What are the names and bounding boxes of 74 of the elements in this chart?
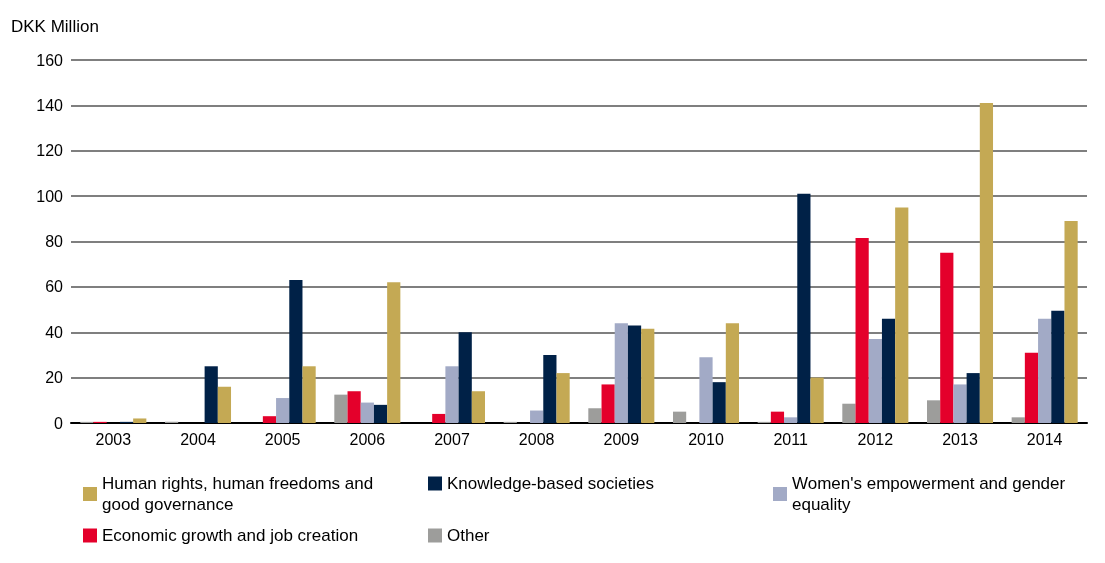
bar	[627, 325, 642, 423]
bar	[842, 403, 856, 423]
legend-label: Knowledge-based societies	[447, 474, 654, 493]
bar	[458, 332, 472, 423]
bar	[601, 384, 615, 423]
bar	[262, 416, 277, 423]
bar	[217, 386, 232, 423]
bar	[1064, 221, 1078, 423]
legend-label: Women's empowerment and gender equality	[792, 474, 1070, 514]
bar	[289, 280, 303, 423]
bar	[302, 366, 316, 423]
y-tick-label: 120	[36, 142, 64, 160]
x-tick-label: 2007	[434, 430, 470, 448]
y-tick-label: 140	[36, 96, 64, 114]
bar	[868, 339, 882, 423]
bar	[360, 402, 374, 423]
bar	[334, 394, 348, 423]
bar	[530, 410, 544, 423]
bar	[588, 408, 602, 423]
y-tick-label: 60	[45, 278, 64, 296]
bar	[953, 384, 967, 423]
bar	[797, 193, 811, 423]
bar	[979, 103, 994, 423]
bar	[373, 404, 388, 423]
bar	[204, 366, 218, 423]
bar	[1024, 352, 1039, 423]
bar	[1038, 318, 1052, 423]
bar	[770, 411, 785, 423]
bar	[966, 373, 980, 423]
y-tick-label: 160	[36, 51, 64, 69]
bar	[614, 323, 628, 423]
bar	[895, 207, 909, 423]
x-tick-label: 2009	[603, 430, 640, 448]
bar	[810, 377, 824, 423]
bar	[387, 282, 401, 423]
bar	[276, 398, 290, 423]
y-tick-label: 100	[36, 187, 64, 205]
x-tick-label: 2003	[95, 430, 132, 448]
bar	[881, 318, 896, 423]
x-tick-label: 2006	[349, 430, 386, 448]
x-tick-label: 2013	[942, 430, 978, 448]
x-tick-label: 2005	[264, 430, 301, 448]
bar	[133, 418, 147, 423]
x-tick-label: 2004	[180, 430, 216, 448]
bar	[855, 238, 869, 423]
x-tick-label: 2008	[518, 430, 555, 448]
x-tick-label: 2010	[688, 430, 724, 448]
bar	[699, 357, 713, 423]
legend-label: Economic growth and job creation	[102, 526, 359, 545]
bar	[725, 323, 740, 423]
bar	[445, 366, 459, 423]
bar	[347, 391, 361, 423]
bar	[712, 382, 726, 423]
bar	[641, 328, 655, 423]
bar	[543, 354, 557, 423]
y-tick-label: 0	[54, 414, 64, 432]
bar	[556, 373, 570, 423]
bar	[672, 411, 687, 423]
y-tick-label: 40	[45, 323, 64, 341]
bar	[784, 417, 798, 423]
y-tick-label: 20	[45, 369, 64, 387]
bar	[1051, 310, 1065, 423]
bar	[940, 252, 954, 423]
bar	[1011, 417, 1025, 423]
legend-label: Human rights, human freedoms and good governance	[102, 474, 378, 514]
bar	[432, 413, 446, 423]
x-tick-label: 2012	[857, 430, 894, 448]
y-tick-label: 80	[45, 233, 64, 250]
x-tick-label: 2014	[1026, 430, 1063, 448]
bar	[471, 391, 486, 423]
legend-label: Other	[447, 526, 490, 545]
y-axis-title: DKK Million	[11, 17, 99, 36]
x-tick-label: 2011	[773, 430, 808, 448]
bar	[926, 400, 941, 423]
